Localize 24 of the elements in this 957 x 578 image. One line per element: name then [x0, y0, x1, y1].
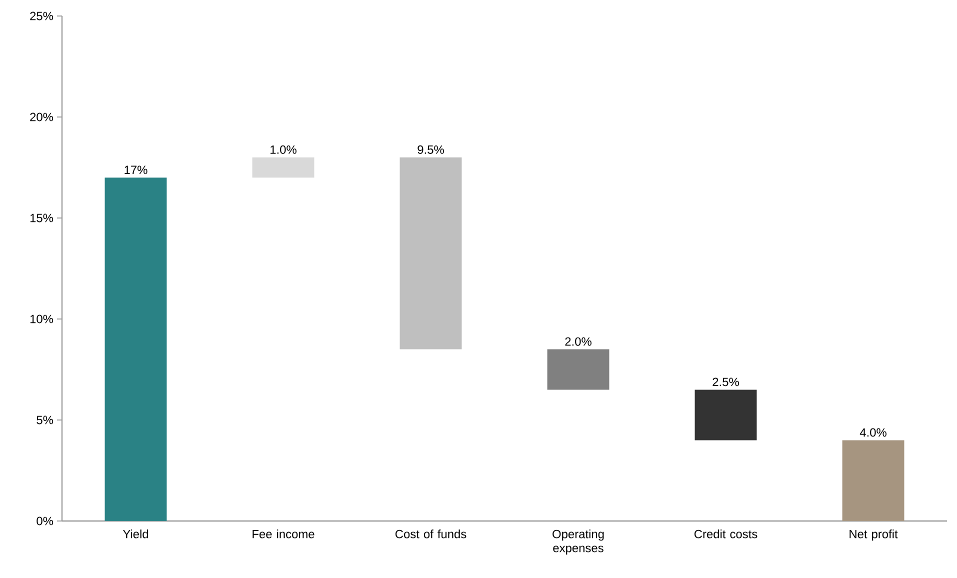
- y-tick-label: 20%: [30, 112, 54, 122]
- bar: [400, 157, 462, 350]
- bar: [547, 349, 610, 390]
- bar: [252, 157, 314, 178]
- data-label: 1.0%: [270, 145, 296, 154]
- x-tick-label: Fee income: [252, 530, 314, 538]
- y-tick-label: 15%: [30, 214, 54, 222]
- data-label: 9.5%: [418, 145, 444, 154]
- data-label: 2.5%: [712, 378, 739, 386]
- y-tick-label: 0%: [36, 516, 54, 526]
- x-tick-label: Cost of funds: [395, 530, 466, 538]
- x-tick-label: Operating expenses: [552, 530, 604, 555]
- y-tick-label: 10%: [30, 314, 54, 324]
- bar: [694, 390, 757, 440]
- data-label: 4.0%: [860, 428, 886, 437]
- y-tick-label: 5%: [36, 416, 54, 424]
- data-label: 2.0%: [565, 337, 592, 346]
- x-tick-label: Credit costs: [694, 530, 758, 538]
- y-tick-label: 25%: [30, 12, 54, 20]
- bar: [104, 178, 167, 521]
- data-label: 17%: [124, 166, 148, 174]
- bar: [842, 440, 904, 521]
- x-tick-label: Yield: [122, 530, 148, 538]
- x-tick-label: Net profit: [850, 530, 898, 541]
